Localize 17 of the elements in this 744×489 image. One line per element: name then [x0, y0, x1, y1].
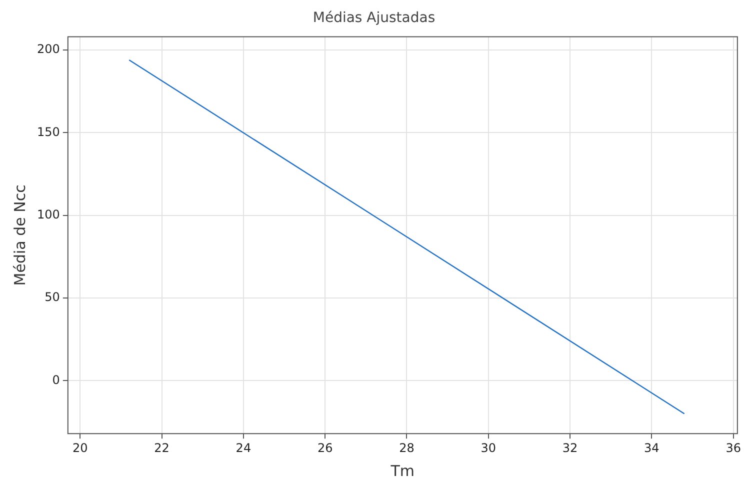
y-tick-label: 100	[37, 207, 60, 222]
x-tick-label: 34	[644, 440, 660, 455]
y-tick-label: 0	[52, 372, 60, 387]
y-tick-label: 50	[44, 290, 60, 304]
x-tick-label: 20	[72, 440, 88, 455]
x-tick-label: 32	[562, 440, 578, 455]
x-tick-label: 36	[726, 440, 741, 455]
y-tick-label: 150	[37, 124, 60, 139]
x-tick-label: 28	[399, 440, 414, 455]
x-tick-label: 30	[480, 440, 496, 455]
x-axis-title: Tm	[390, 462, 415, 480]
x-tick-label: 26	[317, 440, 333, 455]
x-tick-label: 22	[154, 440, 170, 455]
x-tick-label: 24	[236, 440, 252, 455]
chart-title: Médias Ajustadas	[312, 10, 436, 26]
y-axis-title: Média de Ncc	[10, 184, 29, 286]
y-tick-label: 200	[37, 42, 60, 56]
